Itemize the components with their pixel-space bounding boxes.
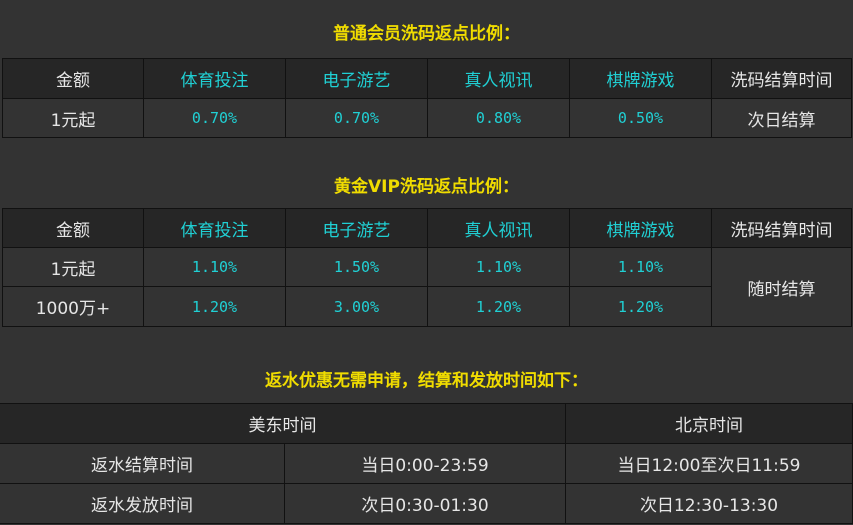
normal-title: 普通会员洗码返点比例： — [333, 24, 520, 44]
header-live: 真人视讯 — [427, 58, 570, 99]
rate-cell: 0.70% — [285, 98, 428, 138]
header-sports: 体育投注 — [143, 208, 286, 248]
header-amount: 金额 — [2, 58, 144, 99]
header-amount: 金额 — [2, 208, 144, 248]
rate-cell: 3.00% — [285, 286, 428, 327]
table-row: 1000万+ 1.20% 3.00% 1.20% 1.20% — [2, 286, 852, 327]
us-time-cell: 次日0:30-01:30 — [284, 483, 566, 524]
table-row: 1元起 0.70% 0.70% 0.80% 0.50% 次日结算 — [2, 98, 852, 138]
rebate-title: 返水优惠无需申请，结算和发放时间如下： — [265, 371, 588, 391]
header-live: 真人视讯 — [427, 208, 570, 248]
rate-cell: 0.70% — [143, 98, 286, 138]
rate-cell: 1.10% — [569, 247, 712, 287]
settle-cell: 次日结算 — [711, 98, 852, 138]
header-chess: 棋牌游戏 — [569, 208, 712, 248]
table-header-row: 金额 体育投注 电子游艺 真人视讯 棋牌游戏 洗码结算时间 — [2, 58, 852, 99]
row-label: 返水发放时间 — [0, 483, 285, 524]
header-settle-time: 洗码结算时间 — [711, 208, 852, 248]
amount-cell: 1元起 — [2, 98, 144, 138]
table-row: 返水发放时间 次日0:30-01:30 次日12:30-13:30 — [0, 483, 853, 524]
table-header-row: 美东时间 北京时间 — [0, 403, 853, 444]
row-label: 返水结算时间 — [0, 443, 285, 484]
settle-cell: 随时结算 — [711, 247, 852, 327]
header-chess: 棋牌游戏 — [569, 58, 712, 99]
rate-cell: 1.10% — [427, 247, 570, 287]
rate-cell: 0.50% — [569, 98, 712, 138]
rate-cell: 1.20% — [143, 286, 286, 327]
us-time-cell: 当日0:00-23:59 — [284, 443, 566, 484]
table-row: 返水结算时间 当日0:00-23:59 当日12:00至次日11:59 — [0, 443, 853, 484]
header-settle-time: 洗码结算时间 — [711, 58, 852, 99]
rate-cell: 0.80% — [427, 98, 570, 138]
bj-time-cell: 次日12:30-13:30 — [565, 483, 853, 524]
bj-time-cell: 当日12:00至次日11:59 — [565, 443, 853, 484]
header-us-east-time: 美东时间 — [0, 403, 566, 444]
rate-cell: 1.20% — [427, 286, 570, 327]
rate-cell: 1.10% — [143, 247, 286, 287]
rate-cell: 1.20% — [569, 286, 712, 327]
vip-rebate-table: 金额 体育投注 电子游艺 真人视讯 棋牌游戏 洗码结算时间 1元起 1.10% … — [2, 208, 852, 327]
amount-cell: 1000万+ — [2, 286, 144, 327]
table-header-row: 金额 体育投注 电子游艺 真人视讯 棋牌游戏 洗码结算时间 — [2, 208, 852, 248]
header-slots: 电子游艺 — [285, 208, 428, 248]
header-beijing-time: 北京时间 — [565, 403, 853, 444]
normal-rebate-table: 金额 体育投注 电子游艺 真人视讯 棋牌游戏 洗码结算时间 1元起 0.70% … — [2, 58, 852, 138]
header-sports: 体育投注 — [143, 58, 286, 99]
amount-cell: 1元起 — [2, 247, 144, 287]
vip-title: 黄金VIP洗码返点比例： — [334, 177, 519, 197]
table-row: 1元起 1.10% 1.50% 1.10% 1.10% 随时结算 — [2, 247, 852, 327]
rate-cell: 1.50% — [285, 247, 428, 287]
header-slots: 电子游艺 — [285, 58, 428, 99]
rebate-time-table: 美东时间 北京时间 返水结算时间 当日0:00-23:59 当日12:00至次日… — [0, 403, 853, 524]
